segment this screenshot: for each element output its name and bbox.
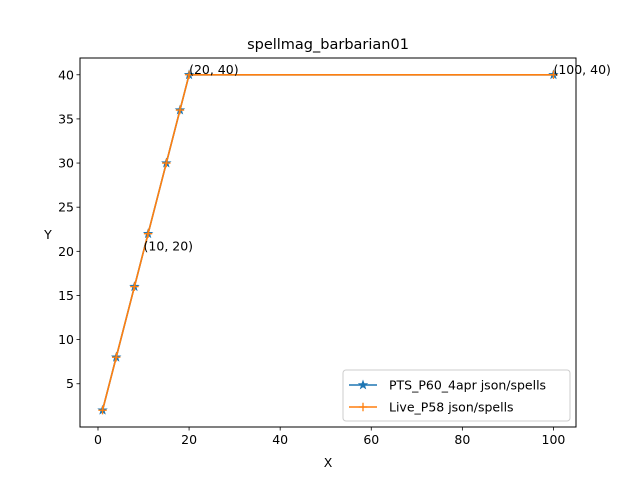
legend-entries: PTS_P60_4apr json/spells Live_P58 json/sp…	[349, 378, 546, 415]
annotation-label: (20, 40)	[189, 62, 239, 77]
legend-label: PTS_P60_4apr json/spells	[389, 378, 546, 393]
series-2-line	[101, 73, 554, 411]
legend-marker	[357, 379, 369, 390]
series-2-point	[130, 282, 139, 291]
series-2-point	[549, 70, 558, 79]
series-layer	[97, 69, 559, 415]
annotation-layer: (10, 20) (20, 40) (100, 40)	[144, 62, 611, 254]
y-axis-ticks: 5 10 15 20 25 30 35 40	[58, 67, 80, 391]
legend-entry-2: Live_P58 json/spells	[349, 400, 514, 415]
y-tick-label: 10	[58, 332, 74, 347]
y-tick-label: 30	[58, 156, 74, 171]
y-axis-label: Y	[43, 227, 52, 242]
x-tick-label: 80	[454, 432, 470, 447]
annotation-label: (100, 40)	[553, 62, 610, 77]
y-tick-label: 5	[66, 376, 74, 391]
chart-title: spellmag_barbarian01	[247, 37, 409, 53]
legend-marker	[358, 402, 368, 412]
series-2	[98, 70, 558, 415]
x-axis-ticks: 0 20 40 60 80 100	[94, 427, 565, 447]
y-tick-label: 20	[58, 244, 74, 259]
legend-label: Live_P58 json/spells	[389, 400, 514, 415]
series-2-point	[175, 105, 185, 115]
x-tick-label: 40	[272, 432, 288, 447]
y-tick-label: 15	[58, 288, 74, 303]
legend: PTS_P60_4apr json/spells Live_P58 json/sp…	[342, 369, 571, 422]
series-2-point	[143, 229, 153, 238]
x-tick-label: 0	[94, 432, 102, 447]
plot-frame	[79, 57, 577, 428]
series-2-point	[98, 406, 107, 415]
y-tick-label: 25	[58, 200, 74, 215]
x-axis-label: X	[324, 455, 333, 470]
series-2-point	[162, 158, 171, 168]
x-tick-label: 60	[363, 432, 379, 447]
y-tick-label: 35	[58, 111, 74, 126]
y-tick-label: 40	[58, 67, 74, 82]
series-2-point	[184, 70, 194, 79]
plot-area	[80, 58, 576, 427]
x-tick-label: 100	[542, 432, 566, 447]
x-tick-label: 20	[181, 432, 197, 447]
legend-entry-1: PTS_P60_4apr json/spells	[349, 378, 546, 393]
legend-frame	[342, 369, 571, 422]
annotation-label: (10, 20)	[144, 238, 194, 253]
series-2-point	[112, 353, 121, 362]
